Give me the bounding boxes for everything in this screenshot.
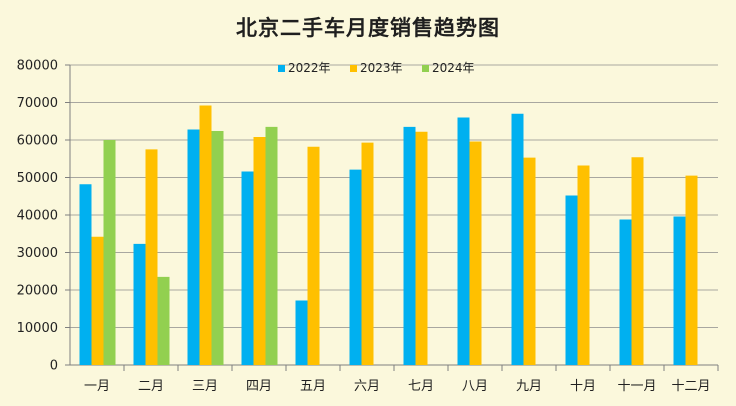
bar (91, 236, 104, 365)
bar (565, 195, 578, 365)
x-tick-label: 九月 (516, 379, 542, 394)
bar (241, 171, 254, 365)
x-tick-label: 五月 (300, 379, 326, 394)
bar (157, 276, 170, 365)
bar (361, 142, 374, 365)
x-tick-label: 二月 (138, 379, 164, 394)
bar (577, 165, 590, 365)
bar (103, 140, 116, 365)
x-tick-label: 十二月 (671, 379, 710, 394)
x-tick-label: 六月 (354, 379, 380, 394)
bar (295, 300, 308, 365)
bar (133, 243, 146, 365)
bar (187, 129, 200, 365)
bar (685, 175, 698, 365)
bar (79, 184, 92, 365)
legend-swatch (422, 65, 429, 72)
y-tick-label: 40000 (17, 209, 58, 224)
bar (469, 141, 482, 365)
y-tick-label: 0 (50, 359, 58, 374)
bar (199, 105, 212, 365)
bar (631, 157, 644, 365)
bar (457, 117, 470, 365)
y-tick-label: 70000 (17, 96, 58, 111)
tick-labels: 0 10000 20000 30000 40000 50000 60000 70000 8000… (17, 59, 711, 395)
bar (619, 219, 632, 365)
bar (211, 131, 224, 365)
x-tick-label: 四月 (246, 379, 272, 394)
x-tick-label: 十一月 (617, 379, 656, 394)
y-tick-label: 50000 (17, 171, 58, 186)
x-tick-label: 十月 (570, 379, 596, 394)
bar (523, 157, 536, 365)
y-tick-label: 80000 (17, 59, 58, 74)
x-tick-label: 一月 (84, 379, 110, 394)
bar (253, 137, 266, 365)
y-tick-label: 30000 (17, 246, 58, 261)
x-tick-label: 三月 (192, 379, 218, 394)
x-tick-label: 七月 (408, 379, 434, 394)
legend-label: 2024年 (432, 61, 475, 75)
legend: 2022年 2023年 2024年 (278, 61, 475, 75)
bar (145, 149, 158, 365)
bar (307, 146, 320, 365)
bar (511, 113, 524, 365)
legend-swatch (278, 65, 285, 72)
legend-label: 2022年 (288, 61, 331, 75)
bar (673, 216, 686, 365)
y-tick-label: 60000 (17, 134, 58, 149)
bar (349, 169, 362, 365)
bar (403, 126, 416, 365)
y-tick-label: 10000 (17, 321, 58, 336)
bar (415, 131, 428, 365)
legend-swatch (350, 65, 357, 72)
y-tick-label: 20000 (17, 284, 58, 299)
axes (65, 64, 719, 371)
legend-label: 2023年 (360, 61, 403, 75)
bar (265, 126, 278, 365)
grid-lines (70, 64, 718, 328)
chart-title: 北京二手车月度销售趋势图 (236, 16, 500, 40)
x-tick-label: 八月 (462, 379, 488, 394)
bars (79, 105, 698, 365)
